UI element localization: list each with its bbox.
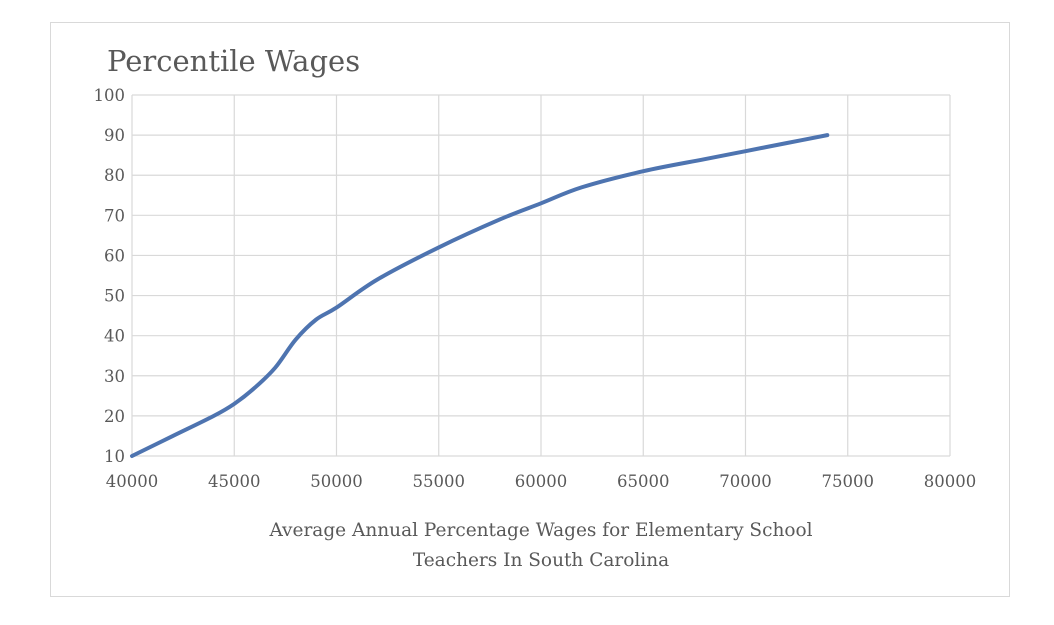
y-tick-label: 10 (104, 447, 125, 466)
y-tick-label: 30 (104, 367, 125, 386)
x-axis-title-line-1: Average Annual Percentage Wages for Elem… (268, 520, 812, 541)
x-tick-label: 50000 (310, 472, 363, 491)
x-tick-label: 70000 (719, 472, 772, 491)
x-tick-label: 45000 (208, 472, 261, 491)
x-tick-label: 40000 (106, 472, 159, 491)
y-tick-label: 40 (104, 327, 125, 346)
y-tick-label: 90 (104, 126, 125, 145)
percentile-wages-chart: 10 20 30 40 50 60 70 80 90 100 40000 45000 50000 5500… (94, 44, 977, 571)
y-tick-label: 60 (104, 246, 125, 265)
series-line (130, 133, 830, 458)
x-tick-label: 65000 (617, 472, 670, 491)
x-tick-label: 60000 (515, 472, 568, 491)
y-tick-label: 50 (104, 287, 125, 306)
x-tick-label: 55000 (413, 472, 466, 491)
line-layer (130, 133, 830, 458)
chart-title: Percentile Wages (107, 44, 360, 78)
y-tick-label: 80 (104, 166, 125, 185)
y-tick-label: 100 (94, 86, 126, 105)
tick-layer: 10 20 30 40 50 60 70 80 90 100 40000 45000 50000 5500… (94, 86, 977, 491)
x-tick-label: 75000 (822, 472, 875, 491)
y-tick-label: 20 (104, 407, 125, 426)
chart-frame: 10 20 30 40 50 60 70 80 90 100 40000 45000 50000 5500… (50, 22, 1010, 597)
grid-layer (131, 94, 951, 457)
x-axis-title-line-2: Teachers In South Carolina (413, 550, 669, 571)
x-tick-label: 80000 (924, 472, 977, 491)
y-tick-label: 70 (104, 206, 125, 225)
